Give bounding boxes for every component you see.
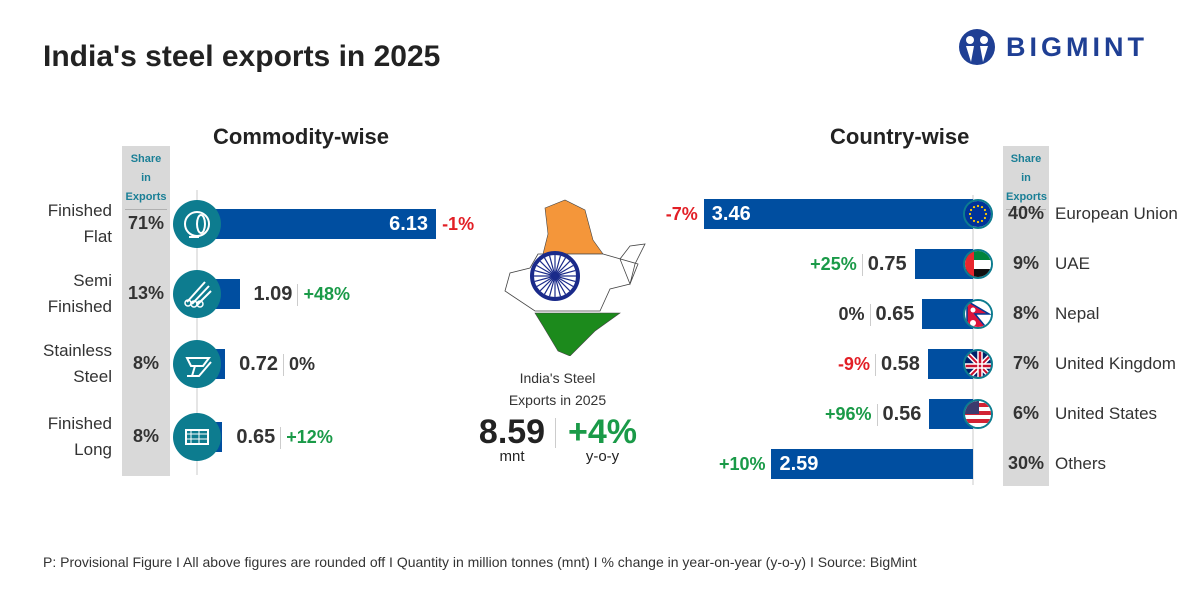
country-name: Others (1055, 454, 1107, 473)
divider (861, 253, 863, 276)
pipes-icon (173, 270, 221, 318)
label-line: Finished (47, 201, 112, 220)
label-line: Flat (83, 227, 112, 246)
share-value: 8% (132, 426, 159, 446)
yoy-change: +48% (303, 284, 350, 304)
yoy-change: +25% (810, 254, 857, 274)
divider (555, 418, 556, 448)
share-header: Share in Exports (125, 150, 167, 210)
total-block: 8.59 mnt (472, 414, 552, 464)
yoy-change: -1% (442, 214, 475, 234)
bar-value: 0.72 (239, 353, 279, 375)
country-title: Country-wise (830, 124, 970, 149)
beam-icon (173, 340, 221, 388)
bar-value: 2.59 (779, 453, 819, 475)
share-value: 8% (1012, 303, 1039, 323)
yoy-change: +96% (824, 404, 872, 424)
divider (297, 283, 299, 306)
label-line: Long (74, 440, 112, 459)
share-value: 30% (1007, 453, 1045, 473)
divider (283, 353, 285, 376)
caption-line1: India's Steel (519, 370, 596, 386)
yoy-change: 0% (838, 304, 865, 324)
share-value: 8% (132, 353, 159, 373)
label-line: Stainless (43, 341, 112, 360)
share-value: 13% (127, 283, 165, 303)
caption-line2: Exports in 2025 (508, 392, 607, 408)
value-group: 0.65 +12% (236, 422, 333, 452)
bar-value: 0.65 (875, 303, 915, 325)
label-line: Finished (47, 414, 112, 433)
share-value: 40% (1007, 203, 1045, 223)
summary-caption: India's Steel Exports in 2025 (480, 367, 635, 411)
bars-bundle-icon (173, 413, 221, 461)
divider (874, 353, 876, 376)
value-group: 1.09 +48% (254, 279, 350, 309)
category-label: Finished Long (20, 411, 112, 463)
country-name: United Kingdom (1055, 354, 1176, 373)
label-line: Finished (47, 297, 112, 316)
label-line: Steel (73, 367, 112, 386)
change-unit: y-o-y (585, 448, 620, 465)
country-share-column: Share in Exports (1003, 146, 1049, 486)
country-axis (972, 195, 974, 485)
uae-flag-icon (963, 249, 993, 279)
category-label: Stainless Steel (20, 338, 112, 390)
yoy-change: 0% (289, 354, 316, 374)
bar-value: 0.56 (882, 403, 922, 425)
yoy-change: +10% (718, 454, 766, 474)
bar (703, 199, 973, 229)
yoy-change: +12% (286, 427, 333, 447)
us-flag-icon (963, 399, 993, 429)
commodity-axis (196, 190, 198, 475)
total-unit: mnt (499, 448, 525, 465)
bar-value: 0.75 (867, 253, 907, 275)
bar (771, 449, 973, 479)
bar-value: 3.46 (711, 203, 751, 225)
coil-icon (173, 200, 221, 248)
divider (869, 303, 871, 326)
value-group: +96% 0.56 (825, 399, 921, 429)
bigmint-logo-icon (959, 29, 995, 65)
bigmint-logo: BIGMINT (958, 28, 1148, 66)
footer-note: P: Provisional Figure I All above figure… (43, 554, 917, 570)
value-group: -9% 0.58 (838, 349, 920, 379)
bar-value: 6.13 (389, 213, 429, 235)
divider (876, 403, 878, 426)
bar (197, 209, 437, 239)
share-header: Share in Exports (1006, 150, 1047, 210)
uk-flag-icon (963, 349, 993, 379)
change-value: +4% (568, 413, 637, 451)
divider (280, 426, 282, 449)
country-name: United States (1055, 404, 1158, 423)
total-value: 8.59 (478, 413, 546, 451)
value-group: 0.72 0% (239, 349, 315, 379)
commodity-share-column: Share in Exports (122, 146, 170, 476)
share-value: 6% (1012, 403, 1039, 423)
bar-value: 0.65 (236, 426, 276, 448)
yoy-change: -9% (837, 354, 870, 374)
country-name: European Union (1055, 204, 1178, 223)
eu-flag-icon (963, 199, 993, 229)
commodity-title: Commodity-wise (213, 124, 390, 149)
india-map-flag (504, 199, 646, 356)
yoy-change: -7% (665, 204, 698, 224)
label-line: Semi (73, 271, 112, 290)
country-name: UAE (1055, 254, 1090, 273)
change-block: +4% y-o-y (560, 414, 645, 464)
value-group: 0% 0.65 (838, 299, 914, 329)
page-title: India's steel exports in 2025 (43, 40, 441, 73)
bar-value: 0.58 (880, 353, 920, 375)
value-group: +25% 0.75 (810, 249, 907, 279)
country-name: Nepal (1055, 304, 1100, 323)
share-value: 7% (1012, 353, 1039, 373)
share-value: 9% (1012, 253, 1039, 273)
bar-value: 1.09 (253, 283, 293, 305)
logo-text: BIGMINT (1006, 31, 1148, 62)
category-label: Finished Flat (20, 198, 112, 250)
category-label: Semi Finished (20, 268, 112, 320)
share-value: 71% (127, 213, 165, 233)
nepal-flag-icon (963, 299, 993, 329)
